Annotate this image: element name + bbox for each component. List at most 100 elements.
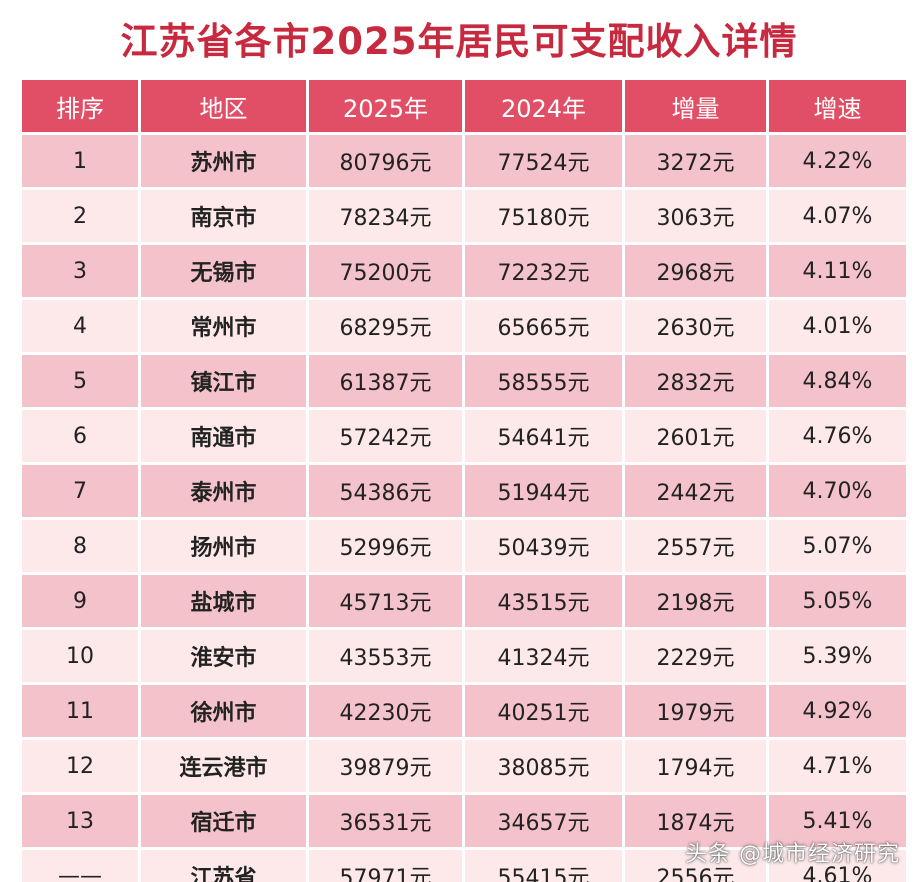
- cell-increase: 2556元: [625, 850, 769, 882]
- cell-increase: 2557元: [625, 520, 769, 575]
- cell-region: 连云港市: [141, 740, 309, 795]
- table-row: 6 南通市 57242元 54641元 2601元 4.76%: [22, 410, 906, 465]
- cell-increase: 3272元: [625, 135, 769, 190]
- cell-rank: 4: [22, 300, 141, 355]
- cell-increase: 1874元: [625, 795, 769, 850]
- cell-region: 宿迁市: [141, 795, 309, 850]
- cell-growth-rate: 5.05%: [769, 575, 906, 630]
- table-row: 3 无锡市 75200元 72232元 2968元 4.11%: [22, 245, 906, 300]
- cell-increase: 2630元: [625, 300, 769, 355]
- table-row: 7 泰州市 54386元 51944元 2442元 4.70%: [22, 465, 906, 520]
- header-rank: 排序: [22, 80, 141, 135]
- cell-income-2024: 65665元: [465, 300, 625, 355]
- cell-income-2025: 52996元: [309, 520, 465, 575]
- cell-region: 江苏省: [141, 850, 309, 882]
- cell-income-2025: 75200元: [309, 245, 465, 300]
- cell-increase: 2198元: [625, 575, 769, 630]
- cell-income-2024: 34657元: [465, 795, 625, 850]
- cell-income-2024: 41324元: [465, 630, 625, 685]
- cell-income-2024: 55415元: [465, 850, 625, 882]
- cell-growth-rate: 4.01%: [769, 300, 906, 355]
- cell-growth-rate: 5.07%: [769, 520, 906, 575]
- cell-region: 扬州市: [141, 520, 309, 575]
- cell-income-2025: 80796元: [309, 135, 465, 190]
- cell-increase: 1794元: [625, 740, 769, 795]
- cell-growth-rate: 4.07%: [769, 190, 906, 245]
- cell-increase: 2442元: [625, 465, 769, 520]
- cell-rank: ——: [22, 850, 141, 882]
- cell-rank: 6: [22, 410, 141, 465]
- cell-income-2024: 40251元: [465, 685, 625, 740]
- cell-growth-rate: 5.41%: [769, 795, 906, 850]
- cell-rank: 11: [22, 685, 141, 740]
- watermark: 头条 @城市经济研究: [685, 842, 900, 867]
- cell-income-2025: 61387元: [309, 355, 465, 410]
- header-increase: 增量: [625, 80, 769, 135]
- cell-income-2025: 39879元: [309, 740, 465, 795]
- cell-growth-rate: 4.22%: [769, 135, 906, 190]
- cell-growth-rate: 4.11%: [769, 245, 906, 300]
- cell-income-2025: 36531元: [309, 795, 465, 850]
- table-body: 1 苏州市 80796元 77524元 3272元 4.22% 2 南京市 78234元 7518…: [22, 135, 906, 882]
- cell-region: 南京市: [141, 190, 309, 245]
- table-row: 13 宿迁市 36531元 34657元 1874元 5.41%: [22, 795, 906, 850]
- cell-income-2025: 45713元: [309, 575, 465, 630]
- header-2024: 2024年: [465, 80, 625, 135]
- cell-income-2024: 43515元: [465, 575, 625, 630]
- cell-rank: 2: [22, 190, 141, 245]
- cell-region: 无锡市: [141, 245, 309, 300]
- cell-increase: 2832元: [625, 355, 769, 410]
- header-growth-rate: 增速: [769, 80, 906, 135]
- cell-rank: 5: [22, 355, 141, 410]
- cell-income-2025: 78234元: [309, 190, 465, 245]
- cell-growth-rate: 4.71%: [769, 740, 906, 795]
- cell-income-2025: 57242元: [309, 410, 465, 465]
- cell-income-2024: 75180元: [465, 190, 625, 245]
- cell-growth-rate: 4.76%: [769, 410, 906, 465]
- cell-growth-rate: 4.92%: [769, 685, 906, 740]
- table-row: 10 淮安市 43553元 41324元 2229元 5.39%: [22, 630, 906, 685]
- cell-income-2025: 68295元: [309, 300, 465, 355]
- table-row: 4 常州市 68295元 65665元 2630元 4.01%: [22, 300, 906, 355]
- table-row: 8 扬州市 52996元 50439元 2557元 5.07%: [22, 520, 906, 575]
- cell-rank: 13: [22, 795, 141, 850]
- cell-increase: 1979元: [625, 685, 769, 740]
- cell-rank: 8: [22, 520, 141, 575]
- cell-income-2024: 50439元: [465, 520, 625, 575]
- cell-region: 徐州市: [141, 685, 309, 740]
- cell-income-2025: 42230元: [309, 685, 465, 740]
- cell-region: 盐城市: [141, 575, 309, 630]
- cell-increase: 2229元: [625, 630, 769, 685]
- cell-region: 镇江市: [141, 355, 309, 410]
- cell-income-2024: 38085元: [465, 740, 625, 795]
- cell-rank: 1: [22, 135, 141, 190]
- cell-income-2025: 43553元: [309, 630, 465, 685]
- cell-region: 常州市: [141, 300, 309, 355]
- table-row: 5 镇江市 61387元 58555元 2832元 4.84%: [22, 355, 906, 410]
- table-row: 11 徐州市 42230元 40251元 1979元 4.92%: [22, 685, 906, 740]
- table-row: 9 盐城市 45713元 43515元 2198元 5.05%: [22, 575, 906, 630]
- income-table: 排序 地区 2025年 2024年 增量 增速 1 苏州市 80796元 77524元…: [22, 80, 906, 882]
- cell-income-2024: 51944元: [465, 465, 625, 520]
- table-row: 2 南京市 78234元 75180元 3063元 4.07%: [22, 190, 906, 245]
- cell-income-2024: 54641元: [465, 410, 625, 465]
- cell-growth-rate: 4.84%: [769, 355, 906, 410]
- cell-region: 苏州市: [141, 135, 309, 190]
- cell-region: 南通市: [141, 410, 309, 465]
- header-2025: 2025年: [309, 80, 465, 135]
- table-row: 12 连云港市 39879元 38085元 1794元 4.71%: [22, 740, 906, 795]
- table-row: 1 苏州市 80796元 77524元 3272元 4.22%: [22, 135, 906, 190]
- cell-region: 淮安市: [141, 630, 309, 685]
- cell-income-2025: 54386元: [309, 465, 465, 520]
- cell-increase: 3063元: [625, 190, 769, 245]
- cell-rank: 10: [22, 630, 141, 685]
- table-row: —— 江苏省 57971元 55415元 2556元 4.61%: [22, 850, 906, 882]
- cell-income-2024: 72232元: [465, 245, 625, 300]
- cell-increase: 2601元: [625, 410, 769, 465]
- cell-rank: 7: [22, 465, 141, 520]
- cell-increase: 2968元: [625, 245, 769, 300]
- header-region: 地区: [141, 80, 309, 135]
- cell-income-2025: 57971元: [309, 850, 465, 882]
- cell-rank: 9: [22, 575, 141, 630]
